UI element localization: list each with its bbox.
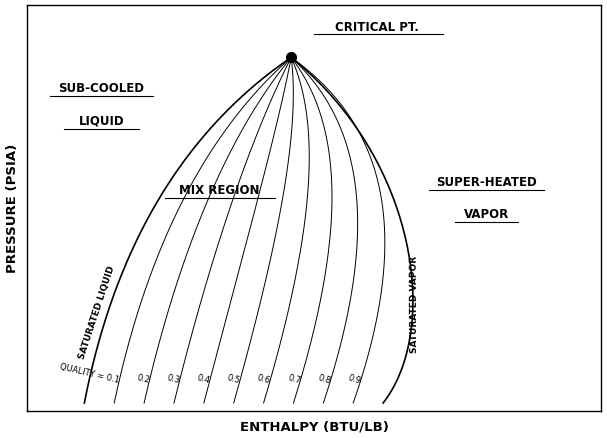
Y-axis label: PRESSURE (PSIA): PRESSURE (PSIA) xyxy=(5,144,19,273)
Text: SATURATED LIQUID: SATURATED LIQUID xyxy=(78,265,117,360)
Text: 0.9: 0.9 xyxy=(347,372,362,385)
Text: 0.7: 0.7 xyxy=(287,372,302,385)
Text: SUPER-HEATED: SUPER-HEATED xyxy=(436,175,537,188)
Text: CRITICAL PT.: CRITICAL PT. xyxy=(336,21,419,34)
Text: SUB-COOLED: SUB-COOLED xyxy=(59,82,144,95)
Text: 0.5: 0.5 xyxy=(226,372,241,385)
Text: SATURATED VAPOR: SATURATED VAPOR xyxy=(410,255,419,352)
Text: 0.3: 0.3 xyxy=(166,372,181,385)
Text: QUALITY = 0.1: QUALITY = 0.1 xyxy=(59,362,120,385)
X-axis label: ENTHALPY (BTU/LB): ENTHALPY (BTU/LB) xyxy=(240,420,388,432)
Text: 0.8: 0.8 xyxy=(317,372,332,385)
Text: VAPOR: VAPOR xyxy=(464,208,509,220)
Text: 0.2: 0.2 xyxy=(136,373,151,385)
Text: LIQUID: LIQUID xyxy=(79,114,124,127)
Text: MIX REGION: MIX REGION xyxy=(179,183,260,196)
Text: 0.4: 0.4 xyxy=(196,372,211,385)
Text: 0.6: 0.6 xyxy=(256,372,271,385)
